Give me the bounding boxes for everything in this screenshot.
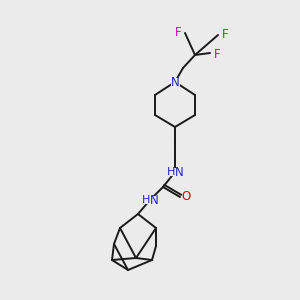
Bar: [168, 168, 182, 176]
Bar: [143, 196, 157, 204]
Text: F: F: [214, 49, 220, 62]
Text: N: N: [175, 166, 183, 178]
Bar: [182, 193, 190, 201]
Text: F: F: [175, 26, 181, 38]
Text: N: N: [171, 76, 179, 88]
Text: F: F: [222, 28, 228, 40]
Text: N: N: [150, 194, 158, 206]
Text: H: H: [142, 195, 150, 205]
Text: O: O: [182, 190, 190, 203]
Bar: [170, 78, 179, 86]
Text: H: H: [167, 167, 175, 177]
